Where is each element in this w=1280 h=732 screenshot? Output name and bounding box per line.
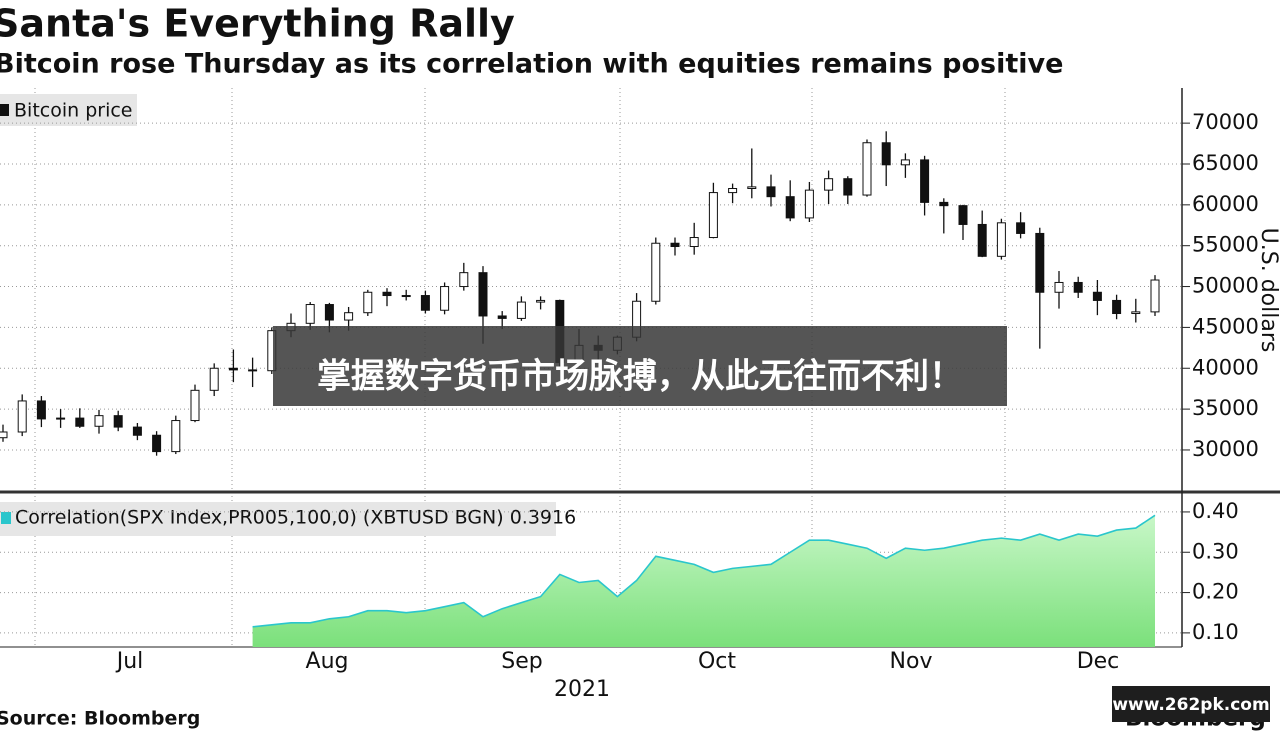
watermark-box	[1112, 686, 1270, 722]
candle-body	[785, 196, 795, 219]
legend-label: Correlation(SPX Index,PR005,100,0) (XBTU…	[15, 507, 576, 529]
y-tick-label: 65000	[1192, 151, 1259, 175]
y-tick-label: 50000	[1192, 274, 1259, 298]
y-tick-label: 55000	[1192, 233, 1259, 257]
candle-body	[1131, 311, 1141, 315]
candle-body	[708, 192, 718, 239]
legend-box	[0, 94, 137, 126]
candle-body	[344, 312, 354, 321]
watermark: www.262pk.com	[1112, 695, 1269, 715]
candle-body	[670, 242, 680, 248]
x-tick-label: Aug	[306, 649, 349, 674]
candle-body	[804, 189, 814, 219]
candle-body	[881, 142, 891, 166]
candle-body	[94, 415, 104, 427]
legend-box	[0, 502, 556, 536]
candle-body	[478, 272, 488, 317]
candle-body	[248, 369, 258, 372]
y-tick-label: 45000	[1192, 314, 1259, 338]
candle-body	[0, 431, 8, 439]
candle-body	[152, 434, 162, 453]
candle-body	[516, 301, 526, 319]
x-tick-label: Jul	[115, 649, 144, 674]
candle-body	[36, 400, 46, 420]
candle-body	[382, 291, 392, 297]
candle-body	[977, 223, 987, 257]
candle-body	[1054, 281, 1064, 293]
candle-body	[497, 315, 507, 319]
candle-body	[1035, 232, 1045, 293]
candle-body	[689, 237, 699, 248]
candle-body	[996, 222, 1006, 257]
candle-body	[766, 186, 776, 198]
candle-body	[920, 159, 930, 203]
y-tick-label: 0.10	[1192, 620, 1239, 644]
y-tick-label: 0.40	[1192, 499, 1239, 523]
x-tick-label: Oct	[698, 649, 736, 674]
x-tick-label: Dec	[1077, 649, 1120, 674]
y-tick-label: 0.20	[1192, 580, 1239, 604]
candle-body	[1016, 222, 1026, 234]
candle-body	[651, 242, 661, 302]
candle-body	[171, 420, 181, 453]
chart-subtitle: Bitcoin rose Thursday as its correlation…	[0, 49, 1063, 80]
candle-body	[1073, 281, 1083, 293]
y-tick-label: 0.30	[1192, 539, 1239, 563]
candle-body	[363, 291, 373, 314]
candle-body	[824, 178, 834, 191]
candle-body	[440, 286, 450, 311]
candle-body	[958, 205, 968, 225]
candle-body	[862, 142, 872, 196]
candle-body	[459, 272, 469, 288]
x-tick-label: Nov	[890, 649, 933, 674]
chart-title: Santa's Everything Rally	[0, 2, 515, 46]
x-tick-label: Sep	[501, 649, 542, 674]
candle-body	[56, 417, 66, 420]
candle-body	[420, 295, 430, 311]
banner-box	[273, 326, 1007, 406]
candle-body	[228, 367, 238, 371]
candle-body	[728, 188, 738, 194]
candle-body	[209, 367, 219, 391]
legend-swatch	[0, 104, 9, 116]
candle-body	[1112, 299, 1122, 315]
candle-body	[900, 159, 910, 166]
y-tick-label: 60000	[1192, 192, 1259, 216]
y-tick-label: 40000	[1192, 355, 1259, 379]
candle-body	[843, 178, 853, 196]
y-axis-label: U.S. dollars	[1256, 228, 1280, 353]
candle-body	[1092, 291, 1102, 301]
area-line	[252, 514, 1156, 628]
candle-body	[401, 295, 411, 298]
candle-body	[939, 201, 949, 207]
candle-body	[17, 400, 27, 433]
banner-text: 掌握数字货币市场脉搏，从此无往而不利！	[317, 357, 963, 397]
candle-body	[324, 304, 334, 321]
candle-body	[536, 299, 546, 303]
candle-body	[305, 304, 315, 324]
candle-body	[132, 426, 142, 436]
plot: Jul Aug Sep Oct Nov Dec 30000 35000 40000 45000 50…	[0, 110, 1259, 674]
candle-body	[75, 417, 85, 427]
legend-label: Bitcoin price	[14, 100, 132, 122]
x-year-label: 2021	[554, 677, 610, 702]
candle-body	[1150, 279, 1160, 313]
candle-body	[190, 389, 200, 422]
y-tick-label: 30000	[1192, 437, 1259, 461]
candle-body	[747, 186, 757, 190]
legend-swatch	[1, 512, 11, 524]
source: Source: Bloomberg	[0, 708, 200, 730]
y-tick-label: 35000	[1192, 396, 1259, 420]
candle-body	[113, 415, 123, 428]
y-tick-label: 70000	[1192, 110, 1259, 134]
